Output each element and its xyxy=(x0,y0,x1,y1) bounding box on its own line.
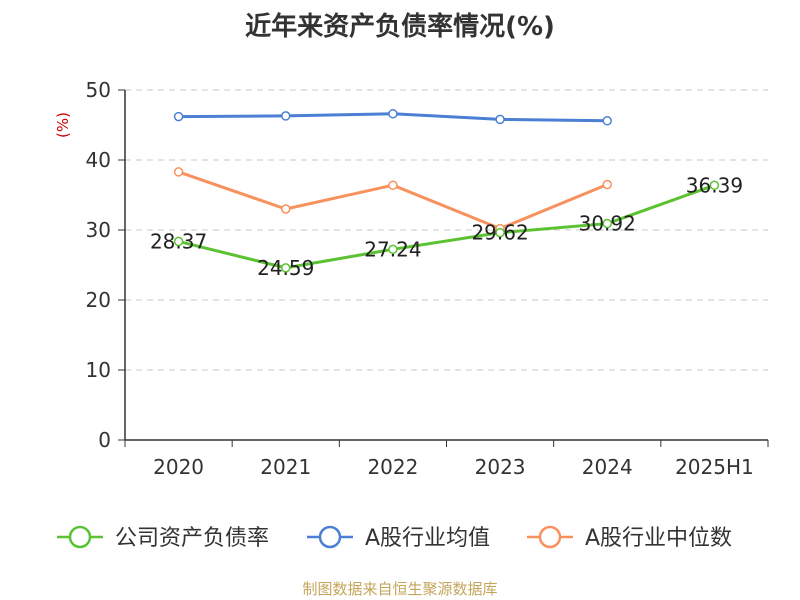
data-label: 29.62 xyxy=(471,221,528,245)
x-tick-label: 2023 xyxy=(475,455,526,479)
series-line-2 xyxy=(178,170,608,231)
data-point-2 xyxy=(602,179,612,190)
legend-marker-0 xyxy=(68,525,92,549)
y-tick-label: 10 xyxy=(86,358,111,382)
data-label: 36.39 xyxy=(686,173,743,197)
data-label: 30.92 xyxy=(579,212,636,236)
data-label: 27.24 xyxy=(364,237,421,261)
series-line-0 xyxy=(178,183,715,270)
data-point-2 xyxy=(388,180,398,190)
legend-label-0: 公司资产负债率 xyxy=(115,526,269,551)
y-tick-label: 20 xyxy=(86,288,111,312)
y-tick-label: 50 xyxy=(86,78,111,102)
data-point-1 xyxy=(173,111,184,122)
legend-marker-2 xyxy=(538,525,562,549)
data-label: 24.59 xyxy=(257,256,314,280)
x-tick-label: 2020 xyxy=(153,455,204,479)
data-point-0 xyxy=(281,263,291,273)
data-label: 28.37 xyxy=(150,229,207,253)
y-tick-label: 40 xyxy=(86,148,111,172)
x-tick-label: 2025H1 xyxy=(675,455,754,479)
data-point-0 xyxy=(388,244,398,255)
data-point-0 xyxy=(173,236,184,247)
legend-marker-1 xyxy=(318,525,342,549)
data-point-0 xyxy=(602,218,612,229)
data-point-0 xyxy=(495,227,505,238)
data-point-1 xyxy=(281,111,291,121)
y-tick-label: 30 xyxy=(86,218,111,242)
data-point-1 xyxy=(388,109,398,119)
data-point-2 xyxy=(281,204,291,214)
y-tick-label: 0 xyxy=(98,428,111,452)
x-tick-label: 2021 xyxy=(260,455,311,479)
x-tick-label: 2022 xyxy=(367,455,418,479)
y-axis-label: (%) xyxy=(54,112,72,138)
legend-label-1: A股行业均值 xyxy=(365,526,490,551)
data-point-2 xyxy=(173,167,184,177)
data-point-1 xyxy=(495,114,505,125)
data-point-0 xyxy=(709,180,720,191)
source-note: 制图数据来自恒生聚源数据库 xyxy=(302,580,498,598)
legend-label-2: A股行业中位数 xyxy=(585,526,732,551)
chart-title: 近年来资产负债率情况(%) xyxy=(245,12,555,42)
x-tick-label: 2024 xyxy=(582,455,633,479)
data-point-1 xyxy=(602,116,612,126)
